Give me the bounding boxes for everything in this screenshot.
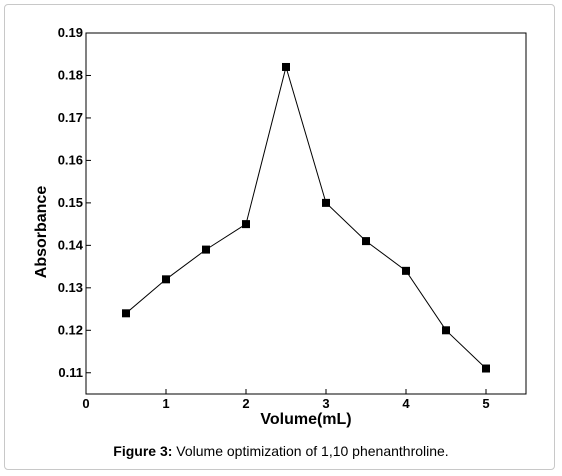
y-tick-label: 0.18 xyxy=(58,67,83,82)
y-tick-label: 0.14 xyxy=(58,237,84,252)
x-tick-label: 0 xyxy=(82,396,89,411)
y-axis: 0.11 0.12 0.13 0.14 0.15 0.16 0.17 0.18 0.19 xyxy=(58,25,91,380)
data-point xyxy=(322,198,330,207)
x-axis: 0 1 2 3 4 5 xyxy=(82,389,490,411)
data-point xyxy=(122,309,130,318)
data-point xyxy=(162,275,170,284)
caption-label: Figure 3: xyxy=(113,443,173,459)
y-tick-label: 0.12 xyxy=(58,322,83,337)
y-tick-label: 0.16 xyxy=(58,152,83,167)
figure-frame xyxy=(4,4,555,470)
figure-caption: Figure 3: Volume optimization of 1,10 ph… xyxy=(0,443,562,459)
y-tick-label: 0.15 xyxy=(58,195,83,210)
data-point xyxy=(242,220,250,229)
x-axis-title: Volume(mL) xyxy=(260,411,351,428)
y-axis-title: Absorbance xyxy=(33,186,50,279)
data-point xyxy=(282,62,290,71)
data-point xyxy=(442,326,450,335)
series-line xyxy=(125,65,487,369)
x-tick-label: 4 xyxy=(402,396,410,411)
plot-area xyxy=(85,32,527,395)
data-point xyxy=(402,266,410,275)
data-point xyxy=(482,364,490,373)
data-point xyxy=(202,245,210,254)
y-tick-label: 0.19 xyxy=(58,25,83,40)
series-group xyxy=(122,62,490,373)
x-tick-label: 5 xyxy=(482,396,489,411)
caption-text: Volume optimization of 1,10 phenanthroli… xyxy=(172,443,449,459)
data-point xyxy=(362,237,370,246)
y-tick-label: 0.11 xyxy=(58,365,83,380)
y-tick-label: 0.13 xyxy=(58,280,83,295)
x-tick-label: 1 xyxy=(162,396,169,411)
x-tick-label: 2 xyxy=(242,396,249,411)
absorbance-volume-chart: 0.11 0.12 0.13 0.14 0.15 0.16 0.17 0.18 0.19 0 1 2… xyxy=(33,25,527,428)
x-tick-label: 3 xyxy=(322,396,329,411)
y-tick-label: 0.17 xyxy=(58,110,83,125)
